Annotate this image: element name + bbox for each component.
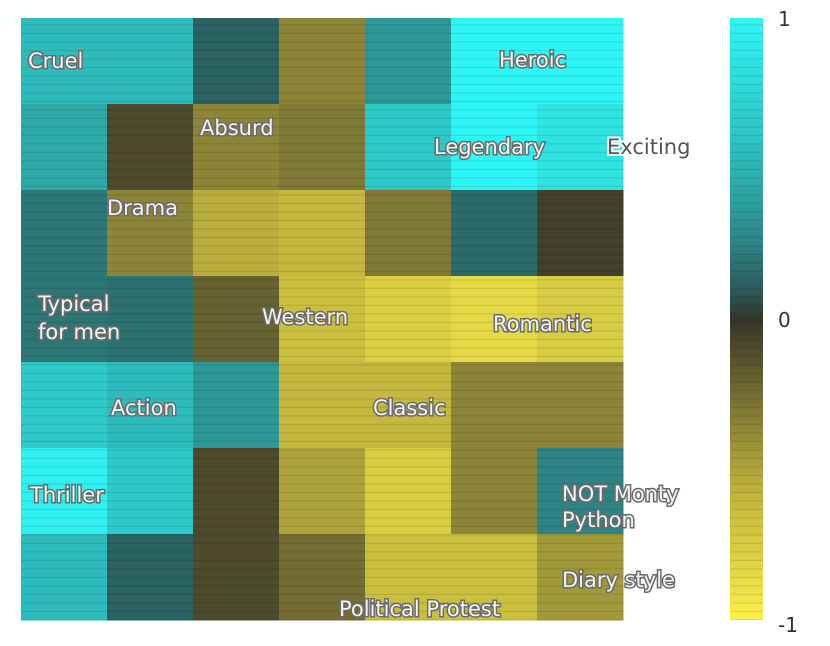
annotation-thriller: Thriller xyxy=(29,483,104,507)
annotation-for-men: for men xyxy=(38,320,120,344)
annotation-python: Python xyxy=(562,508,635,532)
heatmap-cell-r4-c3 xyxy=(279,362,366,449)
annotation-legendary: Legendary xyxy=(434,135,545,159)
colorbar-tick-label: 0 xyxy=(778,308,791,332)
heatmap-cell-r4-c0 xyxy=(21,362,108,449)
heatmap-cell-r5-c1 xyxy=(107,448,194,535)
heatmap-cell-r6-c1 xyxy=(107,534,194,621)
annotation-exciting: Exciting xyxy=(607,135,690,159)
heatmap-cell-r6-c2 xyxy=(193,534,280,621)
cell-annotations: Cruel Heroic Absurd Legendary Exciting Drama T… xyxy=(27,47,693,623)
heatmap-cell-r1-c3 xyxy=(279,104,366,191)
colorbar xyxy=(730,18,763,620)
heatmap-cell-r4-c2 xyxy=(193,362,280,449)
annotation-romantic: Romantic xyxy=(493,312,592,336)
heatmap-cell-r5-c2 xyxy=(193,448,280,535)
heatmap-cell-r2-c3 xyxy=(279,190,366,277)
heatmap-cell-r1-c1 xyxy=(107,104,194,191)
colorbar-stripes xyxy=(730,18,763,620)
annotation-typical: Typical xyxy=(37,292,109,316)
annotation-classic: Classic xyxy=(373,396,446,420)
heatmap-cell-r0-c3 xyxy=(279,18,366,105)
annotation-absurd: Absurd xyxy=(200,116,274,140)
heatmap-cell-r4-c5 xyxy=(451,362,538,449)
heatmap-cell-r5-c3 xyxy=(279,448,366,535)
heatmap-cell-r5-c4 xyxy=(365,448,452,535)
colorbar-ticks: 1 0 -1 xyxy=(778,7,798,637)
heatmap-cell-r2-c0 xyxy=(21,190,108,277)
heatmap-cell-r2-c2 xyxy=(193,190,280,277)
heatmap-cell-r3-c4 xyxy=(365,276,452,363)
annotation-political-protest: Political Protest xyxy=(339,597,500,621)
heatmap-cell-r5-c5 xyxy=(451,448,538,535)
annotation-diary-style: Diary style xyxy=(562,568,675,592)
heatmap-cell-r2-c5 xyxy=(451,190,538,277)
heatmap-cell-r0-c2 xyxy=(193,18,280,105)
annotation-heroic: Heroic xyxy=(499,48,566,72)
heatmap-cell-r0-c1 xyxy=(107,18,194,105)
heatmap-cell-r4-c6 xyxy=(537,362,624,449)
annotation-western: Western xyxy=(262,305,348,329)
colorbar-tick-label: -1 xyxy=(778,613,798,637)
annotation-not-monty: NOT Monty xyxy=(562,482,679,506)
annotation-drama: Drama xyxy=(107,196,178,220)
heatmap-cell-r1-c0 xyxy=(21,104,108,191)
heatmap-cell-r0-c4 xyxy=(365,18,452,105)
colorbar-tick-label: 1 xyxy=(778,7,791,31)
heatmap-cell-r2-c4 xyxy=(365,190,452,277)
heatmap-cell-r6-c0 xyxy=(21,534,108,621)
annotation-action: Action xyxy=(111,396,177,420)
annotation-cruel: Cruel xyxy=(28,49,83,73)
heatmap-cell-r2-c6 xyxy=(537,190,624,277)
